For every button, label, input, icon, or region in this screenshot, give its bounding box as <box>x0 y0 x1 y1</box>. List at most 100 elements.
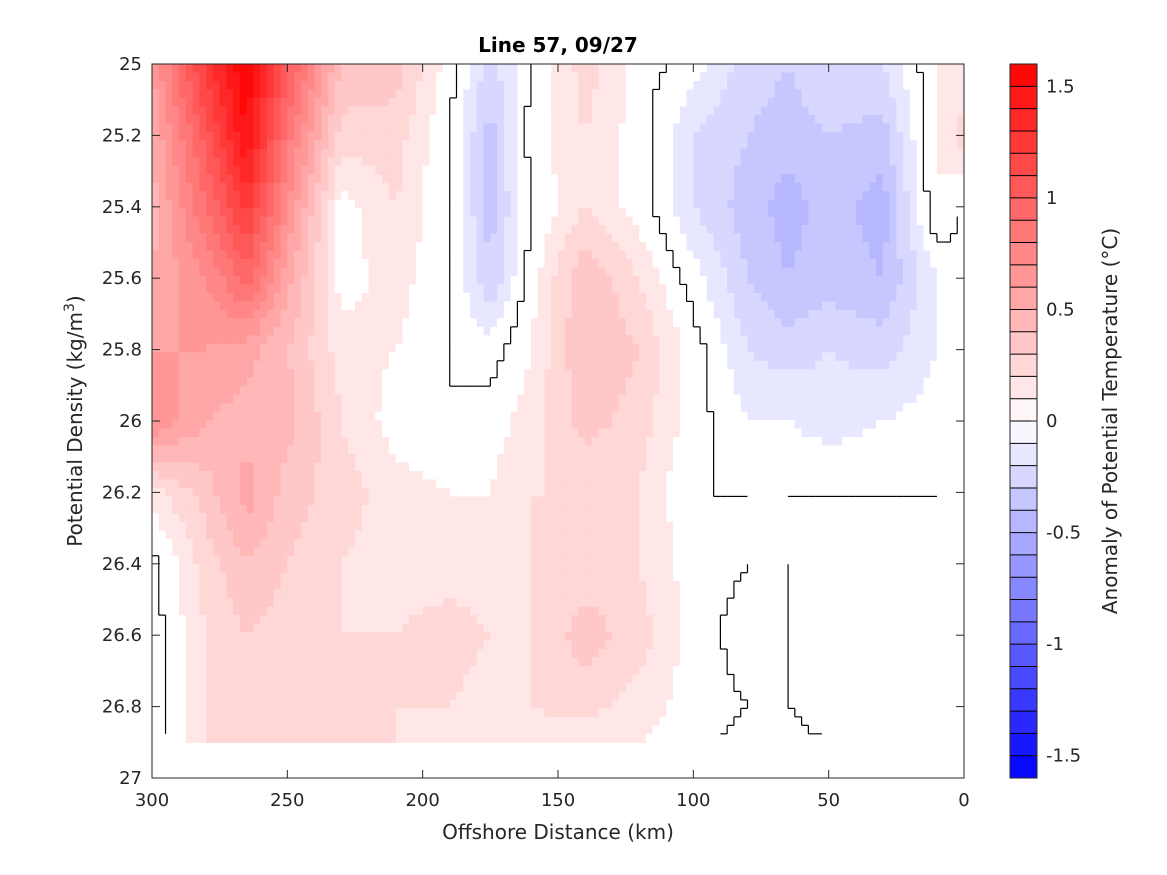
heatmap-cell <box>192 343 200 353</box>
heatmap-cell <box>537 64 546 74</box>
heatmap-cell <box>585 259 593 269</box>
heatmap-cell <box>578 199 586 209</box>
heatmap-cell <box>855 267 864 277</box>
heatmap-cell <box>815 275 823 286</box>
heatmap-cell <box>788 394 796 404</box>
heatmap-cell <box>706 80 715 91</box>
heatmap-cell <box>287 97 295 107</box>
heatmap-cell <box>767 259 776 269</box>
heatmap-cell <box>801 148 809 158</box>
heatmap-cell <box>713 275 721 286</box>
heatmap-cell <box>409 208 417 218</box>
heatmap-cell <box>673 335 681 345</box>
heatmap-cell <box>848 377 857 387</box>
heatmap-cell <box>551 242 559 252</box>
heatmap-cell <box>801 89 809 99</box>
heatmap-cell <box>571 343 579 353</box>
heatmap-cell <box>700 199 708 209</box>
heatmap-cell <box>821 309 830 319</box>
heatmap-cell <box>754 394 762 404</box>
heatmap-cell <box>794 267 803 277</box>
heatmap-cell <box>442 335 451 345</box>
heatmap-cell <box>666 386 674 396</box>
heatmap-cell <box>300 97 309 107</box>
heatmap-cell <box>192 157 200 167</box>
heatmap-cell <box>192 386 200 396</box>
heatmap-cell <box>341 326 349 336</box>
heatmap-cell <box>490 369 498 379</box>
heatmap-cell <box>700 326 708 336</box>
heatmap-cell <box>280 157 288 167</box>
heatmap-cell <box>930 233 938 243</box>
heatmap-cell <box>706 326 715 336</box>
heatmap-cell <box>273 292 282 303</box>
heatmap-cell <box>436 114 444 124</box>
heatmap-cell <box>632 394 640 404</box>
heatmap-cell <box>815 284 823 294</box>
heatmap-cell <box>740 352 749 362</box>
heatmap-cell <box>855 123 864 133</box>
heatmap-cell <box>172 352 180 362</box>
heatmap-cell <box>801 309 809 319</box>
heatmap-cell <box>706 335 715 345</box>
heatmap-cell <box>517 343 525 353</box>
heatmap-cell <box>463 191 471 201</box>
heatmap-cell <box>747 131 755 141</box>
heatmap-cell <box>618 352 627 362</box>
heatmap-cell <box>659 318 667 328</box>
heatmap-cell <box>253 284 261 294</box>
heatmap-cell <box>368 369 376 379</box>
heatmap-cell <box>551 394 559 404</box>
heatmap-cell <box>659 140 667 150</box>
heatmap-cell <box>666 123 674 133</box>
heatmap-cell <box>713 216 721 226</box>
heatmap-cell <box>158 157 167 167</box>
heatmap-cell <box>212 148 221 158</box>
heatmap-cell <box>517 275 525 286</box>
heatmap-cell <box>767 148 776 158</box>
heatmap-cell <box>544 394 552 404</box>
heatmap-cell <box>591 191 600 201</box>
heatmap-cell <box>395 165 403 175</box>
heatmap-cell <box>727 386 735 396</box>
heatmap-cell <box>923 343 931 353</box>
heatmap-cell <box>936 182 945 192</box>
heatmap-cell <box>625 148 634 158</box>
heatmap-cell <box>828 267 837 277</box>
heatmap-cell <box>429 72 437 82</box>
heatmap-cell <box>544 131 552 141</box>
heatmap-cell <box>774 233 782 243</box>
heatmap-cell <box>544 369 552 379</box>
heatmap-cell <box>801 208 809 218</box>
heatmap-cell <box>233 216 241 226</box>
heatmap-cell <box>639 250 647 260</box>
heatmap-cell <box>923 72 931 82</box>
heatmap-cell <box>524 318 532 328</box>
heatmap-cell <box>483 284 491 294</box>
heatmap-cell <box>828 233 837 243</box>
heatmap-cell <box>422 377 431 387</box>
heatmap-cell <box>808 208 816 218</box>
heatmap-cell <box>476 208 485 218</box>
heatmap-cell <box>848 318 857 328</box>
heatmap-cell <box>415 233 424 243</box>
heatmap-cell <box>828 225 837 235</box>
heatmap-cell <box>700 225 708 235</box>
heatmap-cell <box>327 352 336 362</box>
heatmap-cell <box>395 225 403 235</box>
heatmap-cell <box>382 411 390 421</box>
heatmap-cell <box>185 394 194 404</box>
heatmap-cell <box>436 199 444 209</box>
heatmap-cell <box>815 377 823 387</box>
heatmap-cell <box>226 386 234 396</box>
heatmap-cell <box>206 360 214 370</box>
heatmap-cell <box>476 182 485 192</box>
heatmap-cell <box>368 318 376 328</box>
heatmap-cell <box>869 242 877 252</box>
heatmap-cell <box>530 309 539 319</box>
heatmap-cell <box>503 259 512 269</box>
heatmap-cell <box>788 335 796 345</box>
heatmap-cell <box>158 165 167 175</box>
heatmap-cell <box>185 72 194 82</box>
heatmap-cell <box>212 369 221 379</box>
